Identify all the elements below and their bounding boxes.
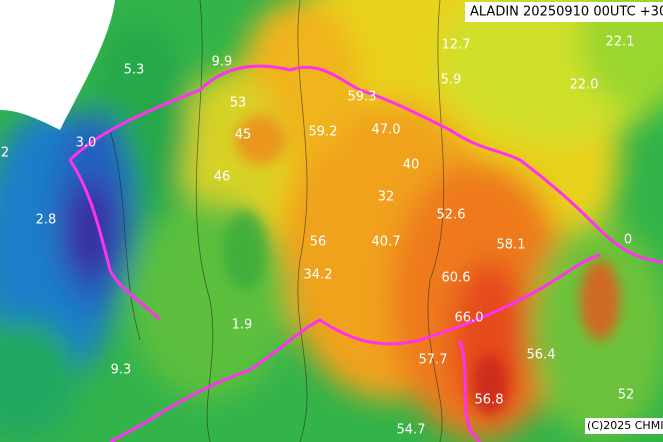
value-label: 22.0 (570, 78, 599, 93)
value-label: 66.0 (455, 311, 484, 326)
value-label: 56 (310, 235, 327, 250)
value-label: 3.0 (76, 136, 97, 151)
header-box (465, 2, 663, 22)
value-label: 22.1 (606, 35, 635, 50)
value-label: 40 (403, 158, 420, 173)
value-label: 2.8 (36, 213, 57, 228)
copyright: (C)2025 CHMI (587, 419, 663, 432)
value-label: 5.3 (124, 63, 145, 78)
value-label: 5.9 (441, 73, 462, 88)
lake (0, 0, 115, 130)
value-label: 52.6 (437, 208, 466, 223)
value-label: 60.6 (442, 271, 471, 286)
value-label: 12.7 (442, 38, 471, 53)
footer-box (585, 418, 663, 434)
value-label: 53 (230, 96, 247, 111)
value-label: 1.6 (5, 59, 26, 74)
value-label: 32 (378, 190, 395, 205)
labels: 5 1.6 5.3 2 3.0 2.8 9.9 53 45 46 59.2 59.3 47.0 40 32 1… (1, 23, 635, 438)
value-label: 57.7 (419, 353, 448, 368)
value-label: 59.3 (348, 90, 377, 105)
value-label: 56.8 (475, 393, 504, 408)
value-label: 40.7 (372, 235, 401, 250)
value-label: 47.0 (372, 123, 401, 138)
value-label: 2 (1, 146, 9, 161)
value-label: 46 (214, 170, 231, 185)
border (68, 64, 663, 442)
value-label: 1.9 (232, 318, 253, 333)
value-label: 9.3 (111, 363, 132, 378)
value-label: 34.2 (304, 268, 333, 283)
value-label: 59.2 (309, 125, 338, 140)
value-label: 56.4 (527, 348, 556, 363)
header-title: ALADIN 20250910 00UTC +30 (470, 5, 663, 20)
value-label: 9.9 (212, 55, 233, 70)
value-label: 54.7 (397, 423, 426, 438)
value-label: 45 (235, 128, 252, 143)
value-label: 52 (618, 388, 635, 403)
value-label: 5 (2, 23, 10, 38)
value-label: 0 (624, 233, 632, 248)
value-label: 58.1 (497, 238, 526, 253)
